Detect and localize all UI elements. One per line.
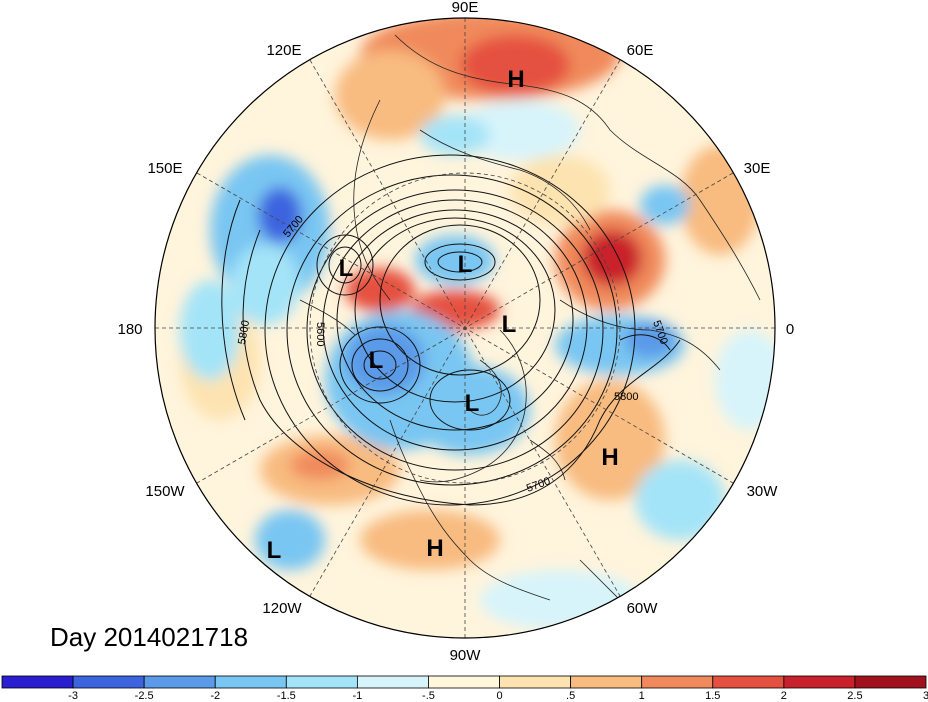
longitude-labels: 90E 120E 60E 150E 30E 180 0 150W 30W 120… bbox=[117, 0, 794, 664]
contour-label-5800-pacific: 5800 bbox=[236, 319, 252, 345]
lon-label-30e: 30E bbox=[744, 160, 771, 177]
lon-label-180: 180 bbox=[117, 321, 142, 338]
colorbar-tick-label: .5 bbox=[566, 690, 575, 702]
lon-label-60w: 60W bbox=[627, 600, 659, 617]
colorbar-swatch bbox=[641, 675, 714, 689]
colorbar-tick-label: 3 bbox=[923, 690, 928, 702]
lon-label-90e: 90E bbox=[452, 0, 479, 16]
colorbar-tick-label: -2.5 bbox=[135, 690, 154, 702]
colorbar-tick-label: 1.5 bbox=[705, 690, 720, 702]
colorbar-swatch bbox=[854, 675, 927, 689]
low-center-arctic: L bbox=[502, 311, 517, 338]
colorbar-swatch bbox=[428, 675, 500, 689]
coastlines bbox=[299, 34, 761, 621]
colorbar-tick-label: -3 bbox=[68, 690, 78, 702]
colorbar-tick-label: -1.5 bbox=[277, 690, 296, 702]
graticule bbox=[155, 18, 775, 638]
high-center-atlantic: H bbox=[601, 444, 618, 471]
map-title: Day 2014021718 bbox=[50, 622, 248, 652]
colorbar-swatch bbox=[356, 675, 429, 689]
colorbar-swatch bbox=[499, 675, 572, 689]
low-center-siberia: L bbox=[339, 255, 354, 282]
low-center-east-siberia: L bbox=[458, 251, 473, 278]
colorbar-tick-label: -2 bbox=[210, 690, 220, 702]
lon-label-90w: 90W bbox=[450, 647, 482, 664]
colorbar-swatch bbox=[783, 675, 856, 689]
colorbar-tick-label: -1 bbox=[352, 690, 362, 702]
colorbar: -3 -2.5 -2 -1.5 -1 -.5 0 .5 1 1.5 2 2.5 3 bbox=[1, 675, 928, 702]
pressure-centers: H L L L L L H H L bbox=[267, 66, 619, 564]
colorbar-tick-label: 2.5 bbox=[847, 690, 862, 702]
colorbar-swatch bbox=[72, 675, 145, 689]
colorbar-swatch bbox=[285, 675, 358, 689]
anomaly-field bbox=[155, 18, 775, 638]
colorbar-swatch bbox=[570, 675, 643, 689]
lon-label-150w: 150W bbox=[145, 483, 185, 500]
colorbar-swatch bbox=[1, 675, 74, 689]
colorbar-tick-label: -.5 bbox=[422, 690, 435, 702]
colorbar-tick-label: 1 bbox=[639, 690, 645, 702]
contour-label-5600: 5600 bbox=[314, 322, 326, 346]
lon-label-120w: 120W bbox=[262, 600, 302, 617]
contour-label-5800-atlantic: 5800 bbox=[614, 391, 638, 403]
colorbar-swatch bbox=[214, 675, 287, 689]
high-center-russia: H bbox=[507, 66, 524, 93]
map-boundary bbox=[154, 17, 776, 639]
low-center-alaska: L bbox=[369, 347, 384, 374]
colorbar-swatch bbox=[143, 675, 216, 689]
lon-label-150e: 150E bbox=[147, 160, 182, 177]
colorbar-tick-label: 2 bbox=[781, 690, 787, 702]
low-center-canada: L bbox=[465, 390, 480, 417]
high-center-gulf: H bbox=[426, 535, 443, 562]
lon-label-60e: 60E bbox=[627, 42, 654, 59]
lon-label-120e: 120E bbox=[266, 42, 301, 59]
height-contours bbox=[221, 154, 681, 506]
lon-label-30w: 30W bbox=[747, 483, 779, 500]
low-center-pacific: L bbox=[267, 537, 282, 564]
lon-label-0: 0 bbox=[786, 321, 794, 338]
colorbar-swatch bbox=[712, 675, 785, 689]
colorbar-tick-label: 0 bbox=[496, 690, 502, 702]
